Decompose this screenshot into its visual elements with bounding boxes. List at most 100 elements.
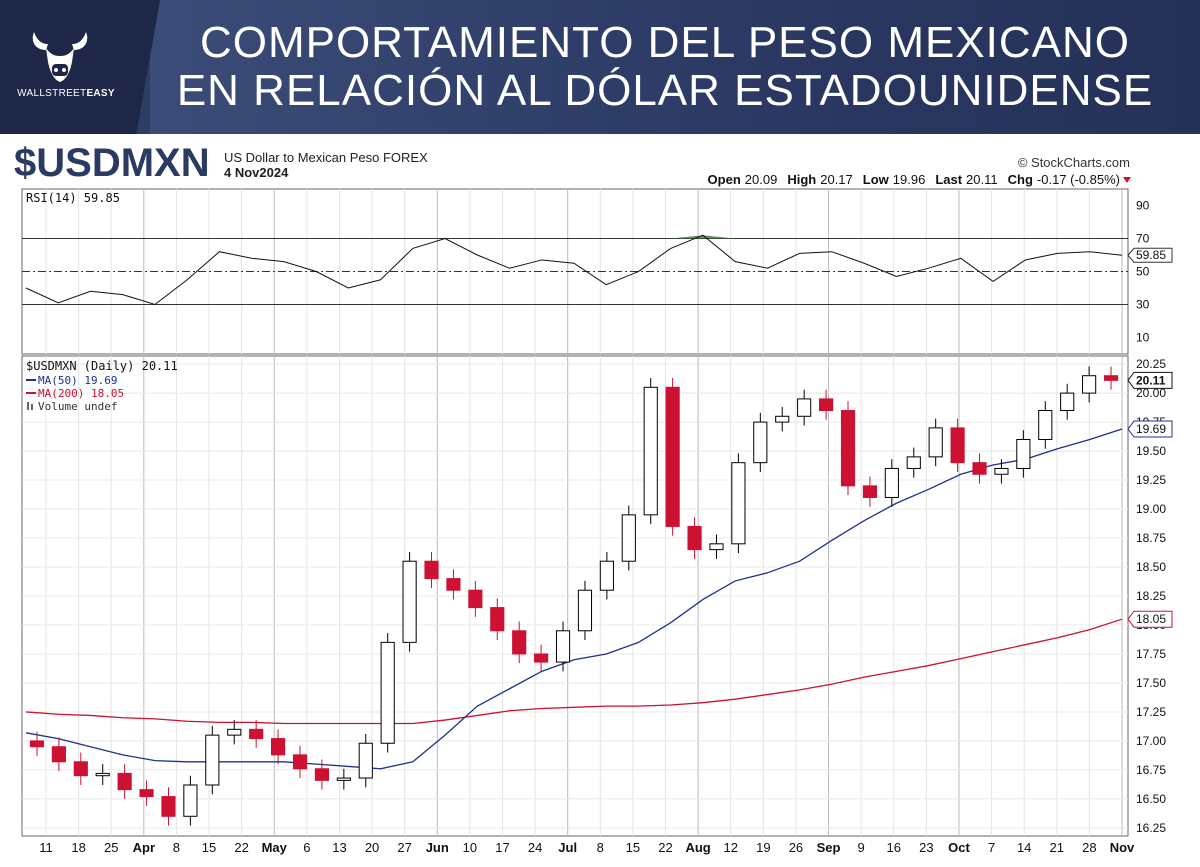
candle-body: [840, 409, 856, 487]
ma200-value-badge-text: 18.05: [1136, 612, 1166, 626]
x-tick-label: 18: [71, 840, 85, 855]
rsi-legend: RSI(14) 59.85: [26, 191, 120, 205]
candle-body: [446, 578, 461, 591]
usdmxn-chart: $USDMXN US Dollar to Mexican Peso FOREX …: [0, 134, 1200, 867]
x-tick-label: 6: [303, 840, 310, 855]
price-y-tick-label: 18.50: [1136, 560, 1166, 574]
price-y-tick-label: 18.75: [1136, 531, 1166, 545]
x-tick-label: 9: [858, 840, 865, 855]
candle-body: [205, 734, 220, 786]
x-tick-label: Aug: [685, 840, 710, 855]
candle-body: [249, 728, 264, 740]
x-tick-label: 13: [332, 840, 346, 855]
ma50-value-badge: [1127, 420, 1173, 438]
x-tick-label: 11: [39, 840, 53, 855]
candle-body: [534, 653, 549, 663]
candle-body: [292, 754, 308, 770]
candle-body: [709, 543, 724, 551]
x-tick-label: 7: [988, 840, 995, 855]
price-layer: 20.2520.0019.7519.5019.2519.0018.7518.50…: [22, 357, 1173, 835]
candle-body: [775, 415, 790, 423]
price-legend-volume: Volume undef: [38, 400, 117, 413]
low-value: 19.96: [893, 172, 926, 187]
page-title-line2: EN RELACIÓN AL DÓLAR ESTADOUNIDENSE: [176, 66, 1154, 115]
candle-body: [512, 630, 527, 655]
x-tick-label: 8: [597, 840, 604, 855]
x-tick-label: Jul: [558, 840, 577, 855]
low-label: Low: [863, 172, 890, 187]
candle-body: [183, 784, 198, 817]
candle-body: [227, 728, 242, 736]
x-tick-label: 12: [723, 840, 737, 855]
volume-legend-icon: [27, 402, 29, 410]
x-tick-label: 19: [756, 840, 770, 855]
open-label: Open: [708, 172, 741, 187]
candle-body: [336, 777, 351, 781]
candle-body: [599, 560, 614, 591]
candle-body: [1103, 375, 1119, 381]
rsi-value-badge: [1127, 247, 1173, 263]
candle-body: [314, 768, 329, 781]
x-tick-label: Nov: [1110, 840, 1135, 855]
price-y-tick-label: 17.75: [1136, 647, 1166, 661]
x-tick-label: 27: [397, 840, 411, 855]
x-axis: 11 18 25 Apr 8 15 22 May 6 13 20 27 Jun 10 17 24 Jul 8 15 2…: [39, 840, 1135, 855]
candle-body: [139, 789, 154, 798]
chart-source: © StockCharts.com: [1018, 155, 1130, 170]
x-tick-label: 25: [104, 840, 118, 855]
price-y-tick-label: 19.25: [1136, 473, 1166, 487]
rsi-y-tick-label: 10: [1136, 331, 1150, 345]
x-tick-label: 14: [1017, 840, 1031, 855]
candle-body: [819, 398, 834, 411]
candle-body: [884, 467, 899, 498]
page-title-line1: COMPORTAMIENTO DEL PESO MEXICANO: [199, 18, 1131, 67]
candle-body: [95, 772, 110, 777]
last-value: 20.11: [966, 172, 998, 187]
x-tick-label: 24: [528, 840, 542, 855]
open-value: 20.09: [745, 172, 778, 187]
candle-body: [972, 462, 987, 475]
price-legend-symbol: $USDMXN (Daily) 20.11: [26, 359, 178, 373]
x-tick-label: Oct: [948, 840, 970, 855]
candle-body: [358, 742, 373, 779]
price-y-tick-label: 17.25: [1136, 705, 1166, 719]
x-tick-label: 15: [626, 840, 640, 855]
price-y-tick-label: 17.00: [1136, 734, 1166, 748]
candle-body: [1016, 438, 1031, 469]
x-tick-label: 10: [463, 840, 477, 855]
x-tick-label: 23: [919, 840, 933, 855]
ma200-value-badge: [1127, 610, 1173, 628]
candle-body: [1038, 409, 1053, 440]
chart-date: 4 Nov2024: [224, 165, 289, 180]
logo-text: WALLSTREETEASY: [17, 88, 115, 99]
high-value: 20.17: [820, 172, 853, 187]
last-price-badge-text: 20.11: [1136, 373, 1166, 387]
price-y-tick-label: 16.50: [1136, 792, 1166, 806]
candle-body: [906, 456, 921, 469]
price-y-tick-label: 16.75: [1136, 763, 1166, 777]
candle-body: [753, 421, 768, 464]
x-tick-label: 17: [495, 840, 509, 855]
candle-body: [51, 746, 66, 763]
candle-body: [950, 427, 965, 464]
x-tick-label: 22: [658, 840, 672, 855]
candle-body: [862, 485, 877, 498]
rsi-y-tick-label: 90: [1136, 199, 1150, 213]
candle-body: [797, 398, 812, 417]
price-y-tick-label: 20.25: [1136, 357, 1166, 371]
candle-body: [424, 560, 439, 580]
x-tick-label: 15: [202, 840, 216, 855]
price-legend-ma200: MA(200) 18.05: [38, 387, 124, 400]
chart-symbol: $USDMXN: [14, 141, 210, 185]
rsi-overbought-fill: [670, 235, 736, 239]
x-tick-label: 21: [1050, 840, 1064, 855]
candle-body: [117, 772, 132, 791]
candle-body: [1060, 392, 1075, 411]
candle-body: [490, 607, 505, 632]
candle-body: [468, 589, 483, 609]
x-tick-label: 26: [789, 840, 803, 855]
x-tick-label: Jun: [426, 840, 449, 855]
candle-body: [687, 525, 702, 551]
candle-body: [380, 641, 395, 744]
last-label: Last: [935, 172, 962, 187]
